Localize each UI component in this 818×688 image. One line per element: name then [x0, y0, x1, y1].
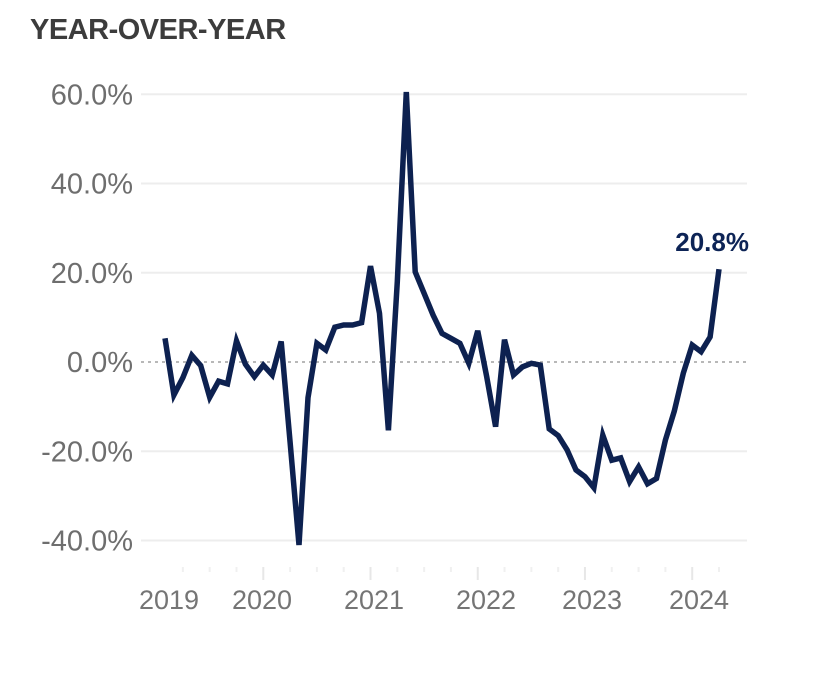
- last-value-label: 20.8%: [675, 227, 749, 257]
- svg-text:2022: 2022: [456, 585, 516, 615]
- svg-text:20.0%: 20.0%: [51, 258, 133, 290]
- svg-text:2024: 2024: [669, 585, 729, 615]
- y-axis-labels: 60.0% 40.0% 20.0% 0.0% -20.0% -40.0%: [41, 79, 133, 557]
- x-axis-labels: 2019 2020 2021 2022 2023 2024: [139, 585, 729, 615]
- svg-text:-40.0%: -40.0%: [41, 526, 133, 558]
- chart-title: YEAR-OVER-YEAR: [30, 14, 286, 46]
- svg-text:0.0%: 0.0%: [67, 347, 133, 379]
- svg-text:2020: 2020: [232, 585, 292, 615]
- svg-text:60.0%: 60.0%: [51, 79, 133, 111]
- svg-text:2023: 2023: [562, 585, 622, 615]
- svg-text:40.0%: 40.0%: [51, 169, 133, 201]
- svg-text:-20.0%: -20.0%: [41, 436, 133, 468]
- svg-text:2021: 2021: [344, 585, 404, 615]
- x-axis-tick-marks: [181, 567, 721, 580]
- svg-text:2019: 2019: [139, 585, 199, 615]
- data-line: [162, 91, 722, 546]
